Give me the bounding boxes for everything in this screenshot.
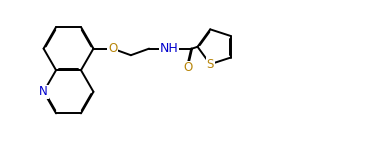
Text: N: N xyxy=(39,85,48,98)
Text: NH: NH xyxy=(160,42,179,55)
Text: O: O xyxy=(108,42,117,55)
Text: O: O xyxy=(183,61,192,74)
Text: S: S xyxy=(206,58,214,71)
